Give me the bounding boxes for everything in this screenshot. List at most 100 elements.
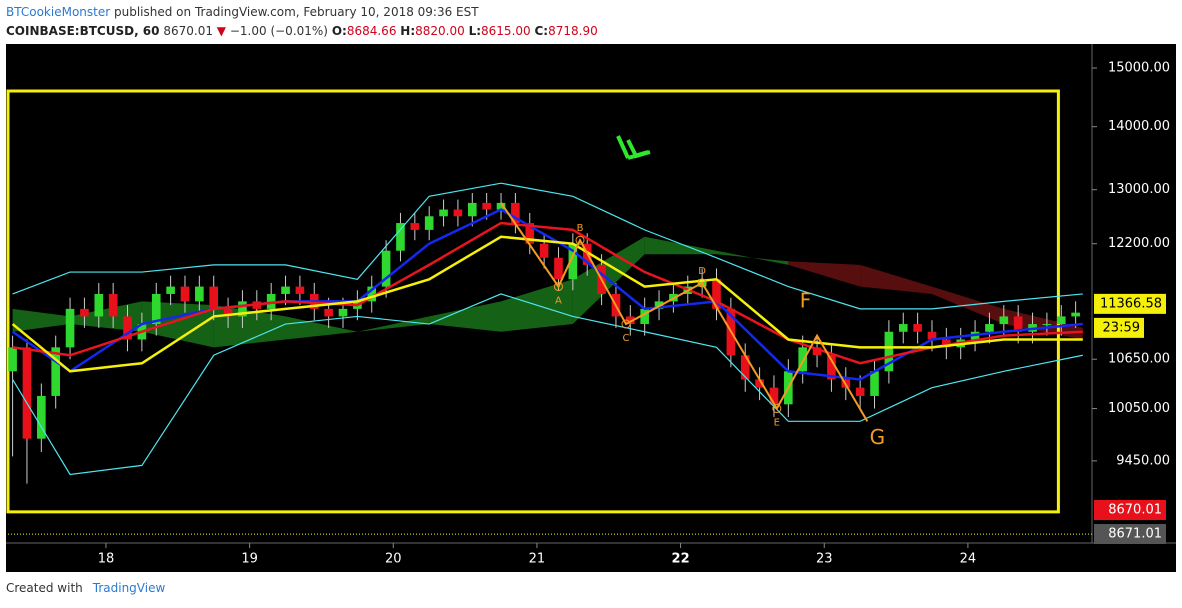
price-tag <box>1094 293 1166 314</box>
candle-body <box>1042 324 1052 326</box>
indicator-line <box>12 293 1083 476</box>
arrow: ▼ <box>216 24 227 38</box>
candle-body <box>180 286 190 302</box>
indicator-line <box>11 235 1083 373</box>
brand[interactable]: TradingView <box>92 581 166 595</box>
x-tick-label: 21 <box>529 552 546 567</box>
candle-body <box>266 293 276 309</box>
pivot <box>621 319 631 329</box>
candle-body <box>453 209 463 217</box>
zigzag <box>500 202 869 422</box>
price-tag-label: 23:59 <box>1103 320 1140 335</box>
pivot-label: A <box>555 296 562 307</box>
candle-body <box>8 347 17 372</box>
candle-body <box>712 279 721 309</box>
c: 8718.90 <box>548 24 598 38</box>
header: BTCookieMonster published on TradingView… <box>6 3 598 41</box>
y-tick-label: 15000.00 <box>1108 61 1170 76</box>
price-tag-label: 11366.58 <box>1100 296 1162 311</box>
x-tick-label: 19 <box>241 552 258 567</box>
pivot <box>575 235 585 245</box>
price-tag-label: 8671.01 <box>1108 527 1162 542</box>
candle-body <box>927 331 937 340</box>
candle-body <box>467 202 477 217</box>
x-tick-label: 23 <box>816 552 833 567</box>
candle-body <box>410 223 420 230</box>
candle-body <box>238 301 247 317</box>
candle-body <box>166 286 175 294</box>
o: 8684.66 <box>346 24 397 38</box>
candle-body <box>798 347 808 372</box>
candle-body <box>870 371 879 396</box>
x-tick-label: 18 <box>98 552 115 567</box>
candle-body <box>94 293 104 317</box>
candle-body <box>424 216 434 230</box>
cloud <box>788 261 861 287</box>
candle-body <box>942 339 951 348</box>
cloud <box>429 301 502 332</box>
candle-body <box>855 387 865 396</box>
candle-body <box>812 347 822 356</box>
candle-body <box>108 293 118 317</box>
annotation: F <box>800 289 812 313</box>
candle-body <box>80 308 89 317</box>
pivot-label: C <box>623 333 630 344</box>
pivot-label: D <box>698 266 706 277</box>
candle-body <box>568 243 578 280</box>
pivot <box>697 278 707 288</box>
candle-body <box>223 308 233 317</box>
cloud <box>860 264 932 294</box>
price-tag-label: 8670.01 <box>1108 503 1162 518</box>
pivot <box>772 404 782 414</box>
candle-body <box>1056 316 1066 325</box>
candle-body <box>898 324 908 332</box>
candle-body <box>755 379 764 388</box>
candle-body <box>281 286 290 294</box>
candle-body <box>22 347 32 439</box>
cloud <box>644 236 717 255</box>
created: Created with <box>6 581 83 595</box>
y-tick-label: 14000.00 <box>1108 119 1170 134</box>
c-label: C: <box>534 24 549 38</box>
candle-body <box>640 308 649 325</box>
y-tick-label: 9450.00 <box>1116 453 1170 468</box>
candle-body <box>295 286 305 294</box>
signal-icon <box>616 135 651 160</box>
candle-body <box>769 387 779 405</box>
candle-body <box>827 355 836 380</box>
candle-body <box>324 308 333 317</box>
candle-body <box>65 308 75 348</box>
indicator-line <box>12 182 1083 310</box>
candle-body <box>367 286 377 302</box>
candle-body <box>381 250 391 287</box>
indicator-line <box>12 221 1083 365</box>
pivot <box>553 282 563 292</box>
candle-body <box>123 316 132 340</box>
chart: 15000.00 14000.00 13000.00 12200.00 10650.00… <box>0 40 1182 576</box>
y-tick-label: 12200.00 <box>1108 236 1170 251</box>
pivot-label: E <box>774 418 780 429</box>
candle-body <box>1071 312 1080 317</box>
x-tick-label: 22 <box>672 552 690 567</box>
price-tag <box>1094 317 1144 338</box>
h: 8820.00 <box>415 24 465 38</box>
last: 8670.01 <box>163 24 213 38</box>
candle-body <box>37 395 46 439</box>
candle-body <box>554 257 563 280</box>
x-tick-label: 24 <box>960 552 977 567</box>
candle-body <box>539 243 549 258</box>
change: −1.00 (−0.01%) <box>229 24 328 38</box>
published: published on TradingView.com, February 1… <box>114 5 479 19</box>
header-line: BTCookieMonster published on TradingView… <box>6 3 598 22</box>
indicator-line <box>11 208 1083 381</box>
author[interactable]: BTCookieMonster <box>6 5 111 19</box>
candle-body <box>511 202 520 224</box>
candle-body <box>884 331 894 372</box>
annotation: G <box>870 425 886 449</box>
candle-body <box>151 293 161 325</box>
candle-body <box>439 209 448 217</box>
price-tag <box>1094 500 1166 521</box>
l-label: L: <box>468 24 482 38</box>
candle-body <box>482 202 491 210</box>
candle-body <box>496 202 506 210</box>
